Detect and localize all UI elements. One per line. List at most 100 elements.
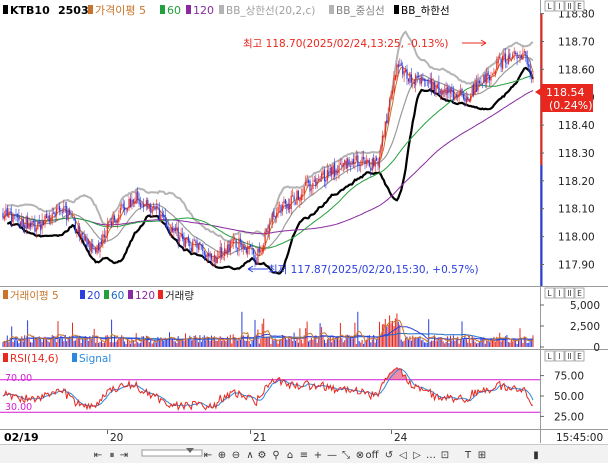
candle-body <box>499 56 501 59</box>
price-tick-label: 118.30 <box>558 148 595 160</box>
volume-bar <box>366 339 367 347</box>
panel-button[interactable] <box>544 287 555 299</box>
candle-body <box>306 180 308 183</box>
vol-legend-swatch-ma5 <box>3 290 8 299</box>
candle-body <box>255 261 257 263</box>
volume-bar <box>19 340 21 347</box>
rsi-tick-label: 50.00 <box>554 391 584 403</box>
candle-body <box>141 204 143 206</box>
volume-bar <box>258 343 260 347</box>
panel-button[interactable] <box>564 287 575 299</box>
volume-bar <box>324 339 325 347</box>
toolbar-button[interactable]: ⊞ <box>478 450 486 461</box>
toolbar-button[interactable]: ▷ <box>413 450 421 461</box>
volume-bar <box>263 318 265 347</box>
volume-bar <box>309 340 311 347</box>
candle-body <box>69 209 71 215</box>
volume-bar <box>128 341 130 347</box>
toolbar-button[interactable]: ⊖ <box>232 450 240 461</box>
candle-body <box>71 216 74 218</box>
candle-body <box>224 248 226 256</box>
high-annotation: 최고 118.70(2025/02/24,13:25, -0.13%) <box>243 38 449 50</box>
volume-bar <box>186 340 188 347</box>
toolbar-button[interactable]: ⚙ <box>258 450 267 461</box>
volume-bar <box>513 338 515 347</box>
panel-button[interactable] <box>554 0 565 12</box>
toolbar-button[interactable]: ⌂ <box>287 450 293 461</box>
toolbar-button[interactable]: … <box>426 450 436 461</box>
volume-bar <box>32 336 34 347</box>
candle-body <box>176 227 178 231</box>
volume-bar <box>451 340 453 347</box>
toolbar-button[interactable]: ⇤ <box>204 450 212 461</box>
toolbar-button[interactable]: ↺ <box>385 450 393 461</box>
scroll-thumb[interactable] <box>186 448 194 453</box>
candle-body <box>9 211 11 213</box>
candle-body <box>283 200 285 204</box>
toolbar-button[interactable]: ∧ <box>246 450 253 461</box>
candle-body <box>166 221 168 228</box>
volume-bar <box>22 341 24 347</box>
toolbar-button[interactable]: ⊡ <box>441 450 449 461</box>
candle-body <box>34 220 36 232</box>
volume-bar <box>85 336 86 347</box>
toolbar-button[interactable]: ⊗ <box>356 450 364 461</box>
panel-button[interactable] <box>574 0 585 12</box>
candle-body <box>234 237 236 240</box>
candle-body <box>290 195 292 209</box>
panel-button[interactable] <box>544 350 555 362</box>
toolbar-button[interactable]: ▮ <box>533 450 539 461</box>
volume-bar <box>525 338 527 347</box>
volume-bar <box>83 339 85 347</box>
candle-body <box>342 163 344 167</box>
toolbar-button[interactable]: off <box>365 450 379 461</box>
volume-bar <box>523 336 525 347</box>
toolbar-button[interactable]: ⇤ <box>94 450 102 461</box>
toolbar-button[interactable]: ⇥ <box>120 450 128 461</box>
price-tag-change: (0.24%) <box>549 99 593 112</box>
candle-body <box>326 169 328 181</box>
volume-tick-label: 2,500 <box>570 321 600 333</box>
panel-button[interactable] <box>554 350 565 362</box>
candle-body <box>118 214 120 223</box>
panel-button[interactable] <box>554 287 565 299</box>
toolbar-button[interactable]: ≡ <box>300 450 308 461</box>
candle-body <box>109 221 111 223</box>
candle-body <box>116 221 118 223</box>
volume-bar <box>474 341 476 347</box>
volume-bar <box>487 341 489 347</box>
volume-bar <box>24 335 26 347</box>
toolbar-button[interactable]: + <box>314 450 322 461</box>
candle-body <box>303 186 305 194</box>
panel-button[interactable] <box>564 0 575 12</box>
toolbar-button[interactable]: ◁ <box>399 450 407 461</box>
panel-button[interactable] <box>544 0 555 12</box>
legend-swatch-bb-upper <box>219 5 224 14</box>
toolbar-button[interactable]: — <box>327 450 337 461</box>
panel-button[interactable] <box>574 350 585 362</box>
candle-body <box>261 248 263 251</box>
candle-body <box>235 239 237 248</box>
volume-bar <box>211 335 212 347</box>
candle-body <box>182 233 184 239</box>
volume-bar <box>452 335 454 347</box>
toolbar-button[interactable]: ⤡ <box>342 450 350 461</box>
panel-button[interactable] <box>574 287 585 299</box>
candle-body <box>464 97 466 102</box>
volume-bar <box>238 337 240 347</box>
candle-body <box>38 220 40 224</box>
volume-bar <box>66 341 68 347</box>
legend-bb-lower: BB_하한선 <box>401 4 450 17</box>
toolbar-button[interactable]: ⏸ <box>110 450 115 461</box>
volume-bar <box>505 336 506 347</box>
candle-body <box>305 182 307 186</box>
toolbar-button[interactable]: ⊕ <box>218 450 226 461</box>
panel-button[interactable] <box>564 350 575 362</box>
toolbar-button[interactable]: T <box>464 450 472 461</box>
candle-body <box>522 52 524 60</box>
toolbar-button[interactable]: ⚲ <box>272 450 279 461</box>
candle-body <box>494 71 496 74</box>
scroll-track[interactable] <box>141 449 203 457</box>
volume-bar <box>471 335 473 347</box>
volume-bar <box>293 332 295 347</box>
